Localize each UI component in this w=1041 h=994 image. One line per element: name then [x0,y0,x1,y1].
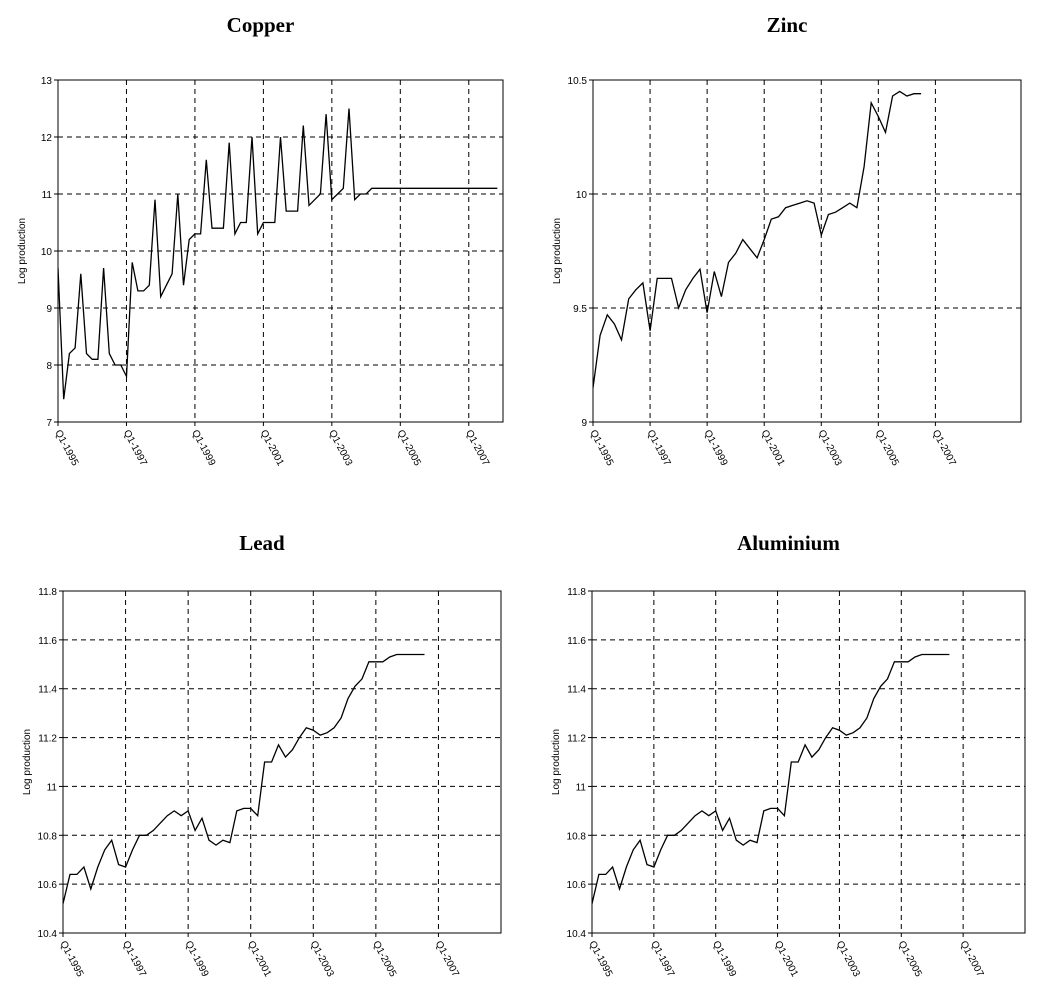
x-tick-label: Q1-2001 [772,939,800,979]
x-tick-label: Q1-1999 [701,428,729,468]
chart-svg: Lead Log production 10.4 10.6 10.8 11 11.2 11.4… [22,531,502,979]
chart-panel-copper: Copper Log production 7 8 9 10 11 12 13 Q1-1995 Q1… [0,0,520,497]
x-tick-label: Q1-2001 [759,428,787,468]
chart-svg: Copper Log production 7 8 9 10 11 12 13 Q1-1995 Q1… [17,13,504,468]
chart-svg: Zinc Log production 9 9.5 10 10.5 Q1-1995 Q1-19… [552,13,1022,468]
x-tick-label: Q1-2005 [370,939,398,979]
x-tick-label: Q1-2001 [245,939,273,979]
plot-frame [57,79,504,423]
y-tick-label: 11 [576,782,587,793]
y-tick-label: 9.5 [573,304,587,315]
x-tick-label: Q1-2005 [873,428,901,468]
y-tick-label: 10.4 [567,929,587,940]
x-tick-label: Q1-2007 [957,939,985,979]
x-tick-label: Q1-2003 [834,939,862,979]
x-tick-label: Q1-1999 [182,939,210,979]
y-tick-label: 11.2 [567,734,586,745]
plot-frame [592,79,1022,423]
y-tick-label: 10 [576,190,588,201]
x-tick-label: Q1-2007 [433,939,461,979]
x-tick-label: Q1-1999 [710,939,738,979]
y-axis-label: Log production [17,218,28,284]
chart-title: Copper [227,13,295,37]
y-tick-label: 10.8 [38,831,58,842]
y-tick-label: 9 [581,418,587,429]
chart-panel-zinc: Zinc Log production 9 9.5 10 10.5 Q1-1995 Q1-19… [520,0,1040,497]
y-axis-label: Log production [551,729,562,795]
x-tick-label: Q1-2003 [308,939,336,979]
y-tick-label: 11.2 [38,734,57,745]
series-line [593,90,922,388]
chart-panel-lead: Lead Log production 10.4 10.6 10.8 11 11.2 11.4… [0,497,520,994]
y-tick-label: 10 [41,247,53,258]
y-tick-label: 11 [42,190,53,201]
x-tick-label: Q1-1995 [57,939,85,979]
x-tick-label: Q1-1995 [52,428,80,468]
y-tick-label: 10.8 [567,831,587,842]
y-tick-label: 11.4 [38,685,57,696]
x-tick-label: Q1-2007 [930,428,958,468]
x-tick-label: Q1-1997 [120,939,148,979]
series-line [58,108,498,400]
y-tick-label: 11.6 [38,636,57,647]
x-tick-label: Q1-1997 [644,428,672,468]
y-tick-label: 10.5 [568,76,588,87]
x-tick-label: Q1-1995 [586,939,614,979]
y-tick-label: 11.8 [567,587,586,598]
y-tick-label: 11 [47,782,58,793]
y-tick-label: 11.4 [567,685,586,696]
series-line [592,653,950,904]
y-axis-label: Log production [552,218,563,284]
x-tick-label: Q1-2003 [816,428,844,468]
x-tick-label: Q1-2005 [896,939,924,979]
chart-title: Lead [239,531,285,555]
y-tick-label: 10.6 [567,880,587,891]
y-axis-label: Log production [22,729,33,795]
chart-title: Zinc [767,13,808,37]
series-line [63,653,425,904]
y-tick-label: 11.6 [567,636,586,647]
y-tick-label: 12 [41,133,53,144]
y-tick-label: 9 [46,304,52,315]
y-tick-label: 10.4 [38,929,58,940]
y-tick-label: 7 [46,418,52,429]
x-tick-label: Q1-2005 [395,428,423,468]
chart-panel-aluminium: Aluminium Log production 10.4 10.6 10.8 11 11.… [520,497,1040,994]
y-tick-label: 8 [46,361,52,372]
y-tick-label: 10.6 [38,880,58,891]
x-tick-label: Q1-1999 [189,428,217,468]
chart-svg: Aluminium Log production 10.4 10.6 10.8 11 11.… [551,531,1026,979]
x-tick-label: Q1-1997 [648,939,676,979]
y-tick-label: 13 [41,76,53,87]
x-tick-label: Q1-2003 [326,428,354,468]
chart-title: Aluminium [737,531,840,555]
plot-frame [591,590,1026,934]
y-tick-label: 11.8 [38,587,57,598]
x-tick-label: Q1-1995 [587,428,615,468]
plot-frame [62,590,502,934]
x-tick-label: Q1-1997 [121,428,149,468]
x-tick-label: Q1-2001 [258,428,286,468]
x-tick-label: Q1-2007 [463,428,491,468]
